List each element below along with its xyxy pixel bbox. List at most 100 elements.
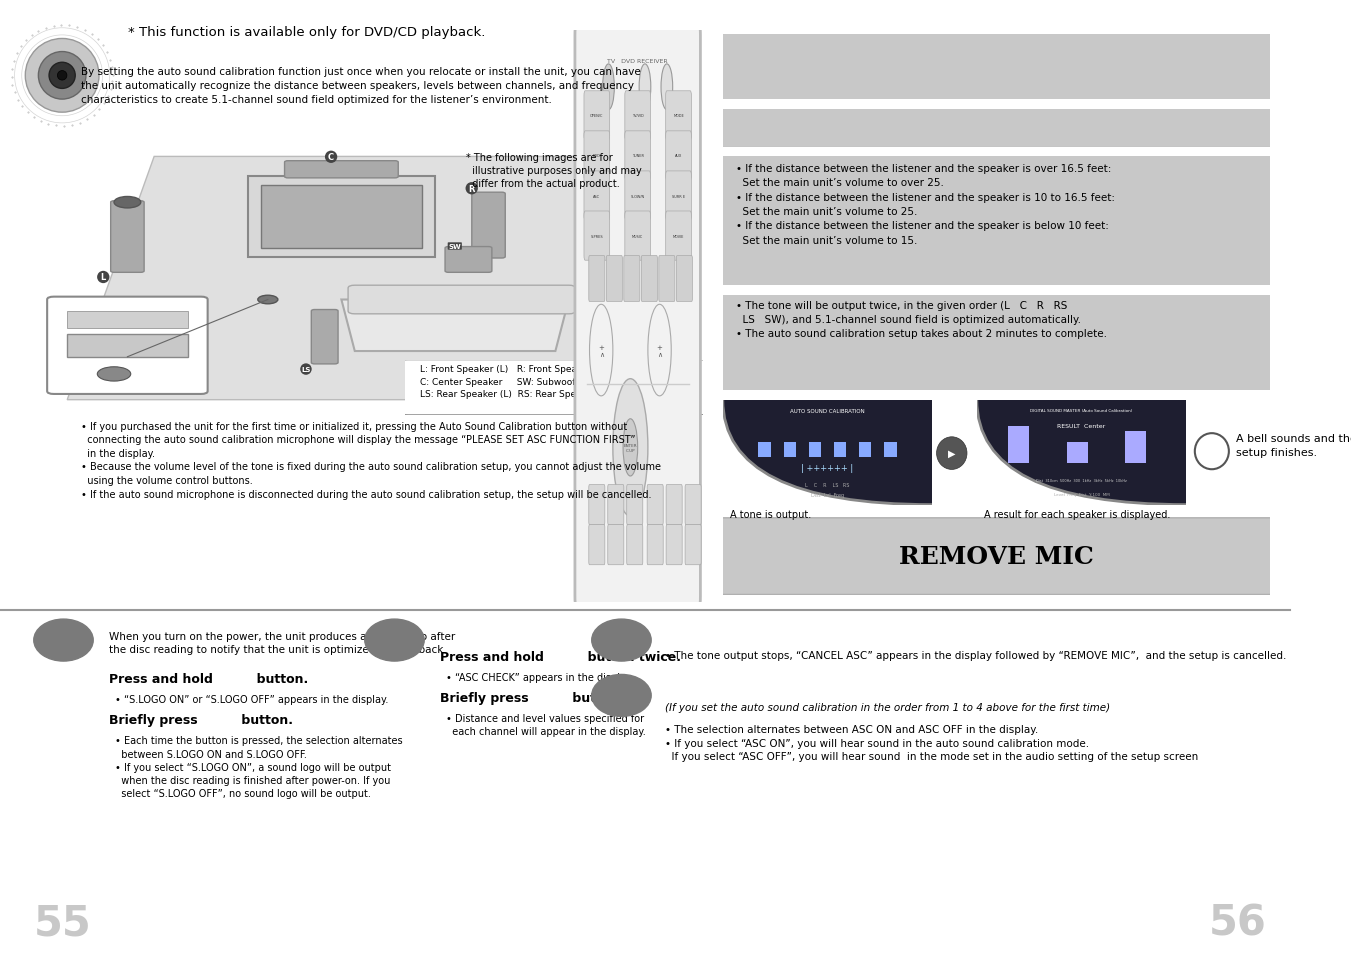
Text: S-PRES: S-PRES	[590, 234, 603, 238]
FancyBboxPatch shape	[403, 360, 705, 416]
Circle shape	[57, 71, 68, 81]
FancyBboxPatch shape	[285, 162, 399, 179]
Text: When you turn on the power, the unit produces a sound logo after
the disc readin: When you turn on the power, the unit pro…	[109, 631, 455, 654]
Text: 55: 55	[34, 902, 92, 943]
Circle shape	[113, 197, 141, 209]
Text: 56: 56	[1209, 902, 1267, 943]
FancyBboxPatch shape	[589, 525, 605, 565]
Bar	[784, 442, 796, 458]
FancyBboxPatch shape	[261, 186, 422, 249]
Text: Dist  310cm  500Hz  300  1kHz  3kHz  5kHz  10kHz: Dist 310cm 500Hz 300 1kHz 3kHz 5kHz 10kH…	[1036, 478, 1127, 483]
Text: L: Front Speaker (L)   R: Front Speaker (R)
C: Center Speaker     SW: Subwoofer
: L: Front Speaker (L) R: Front Speaker (R…	[420, 365, 612, 398]
Text: * The following images are for
  illustrative purposes only and may
  differ fro: * The following images are for illustrat…	[466, 152, 642, 189]
Bar	[859, 442, 871, 458]
Text: L    C    R    LS   RS: L C R LS RS	[805, 482, 850, 487]
FancyBboxPatch shape	[685, 525, 701, 565]
Text: MODE: MODE	[673, 114, 684, 118]
FancyBboxPatch shape	[598, 213, 626, 274]
Text: • If the distance between the listener and the speaker is over 16.5 feet:
  Set : • If the distance between the listener a…	[736, 164, 1116, 246]
FancyBboxPatch shape	[659, 256, 676, 302]
Text: AUTO SOUND CALIBRATION: AUTO SOUND CALIBRATION	[790, 409, 865, 414]
FancyBboxPatch shape	[647, 525, 663, 565]
Text: • The tone will be output twice, in the given order (L   C   R   RS
  LS   SW), : • The tone will be output twice, in the …	[736, 300, 1108, 339]
FancyBboxPatch shape	[666, 485, 682, 525]
Text: • “ASC CHECK” appears in the display.: • “ASC CHECK” appears in the display.	[446, 672, 634, 681]
Text: TV   DVD RECEIVER: TV DVD RECEIVER	[608, 59, 667, 64]
FancyBboxPatch shape	[584, 212, 609, 261]
Text: • Each time the button is pressed, the selection alternates
  between S.LOGO ON : • Each time the button is pressed, the s…	[115, 736, 403, 799]
Text: ASC: ASC	[593, 194, 600, 198]
Bar	[834, 442, 846, 458]
FancyBboxPatch shape	[47, 297, 208, 395]
Text: DIGITAL SOUND MASTER (Auto Sound Calibration): DIGITAL SOUND MASTER (Auto Sound Calibra…	[1031, 409, 1132, 413]
FancyBboxPatch shape	[642, 256, 658, 302]
Text: SURR E: SURR E	[671, 194, 685, 198]
FancyBboxPatch shape	[624, 132, 651, 181]
Circle shape	[613, 379, 648, 517]
Text: A tone is output.: A tone is output.	[730, 510, 811, 519]
FancyBboxPatch shape	[608, 485, 624, 525]
FancyBboxPatch shape	[349, 286, 576, 314]
FancyBboxPatch shape	[589, 485, 605, 525]
FancyBboxPatch shape	[311, 311, 338, 365]
FancyBboxPatch shape	[584, 132, 609, 181]
Text: MUSIC: MUSIC	[632, 234, 643, 238]
Text: A bell sounds and the
setup finishes.: A bell sounds and the setup finishes.	[1236, 434, 1351, 458]
FancyBboxPatch shape	[624, 91, 651, 141]
Circle shape	[38, 52, 86, 100]
FancyBboxPatch shape	[624, 212, 651, 261]
Text: • “S.LOGO ON” or “S.LOGO OFF” appears in the display.: • “S.LOGO ON” or “S.LOGO OFF” appears in…	[115, 694, 388, 703]
Text: +
∧: + ∧	[598, 344, 604, 357]
Text: Press and hold          button.: Press and hold button.	[109, 672, 308, 685]
Text: MOVIE: MOVIE	[673, 234, 684, 238]
Text: (If you set the auto sound calibration in the order from 1 to 4 above for the fi: (If you set the auto sound calibration i…	[665, 702, 1109, 712]
FancyBboxPatch shape	[471, 193, 505, 259]
FancyBboxPatch shape	[709, 110, 1283, 148]
FancyBboxPatch shape	[666, 212, 692, 261]
Text: ENTER
C.UP: ENTER C.UP	[624, 443, 638, 453]
FancyBboxPatch shape	[704, 518, 1289, 595]
Text: L: L	[100, 274, 105, 282]
Bar	[809, 442, 821, 458]
Text: SW: SW	[449, 244, 461, 250]
Text: +
∧: + ∧	[657, 344, 662, 357]
Circle shape	[936, 437, 967, 470]
Text: • The selection alternates between ASC ON and ASC OFF in the display.
• If you s: • The selection alternates between ASC O…	[665, 724, 1198, 761]
Text: DVD: DVD	[593, 154, 601, 158]
Text: R: R	[469, 185, 476, 193]
FancyBboxPatch shape	[627, 525, 643, 565]
Text: OPEN/C: OPEN/C	[590, 114, 604, 118]
FancyBboxPatch shape	[685, 485, 701, 525]
FancyBboxPatch shape	[977, 0, 1351, 505]
FancyBboxPatch shape	[666, 91, 692, 141]
FancyBboxPatch shape	[677, 256, 692, 302]
Text: By setting the auto sound calibration function just once when you relocate or in: By setting the auto sound calibration fu…	[81, 67, 640, 105]
Circle shape	[639, 65, 651, 111]
Bar	[758, 442, 771, 458]
FancyBboxPatch shape	[584, 172, 609, 221]
Text: | ++++++ |: | ++++++ |	[801, 463, 854, 472]
Text: Dist  Lvl  Freq: Dist Lvl Freq	[811, 493, 844, 497]
Circle shape	[26, 39, 99, 113]
Text: ▶: ▶	[948, 449, 955, 458]
Circle shape	[603, 65, 615, 111]
FancyBboxPatch shape	[709, 156, 1283, 287]
FancyBboxPatch shape	[709, 34, 1283, 101]
FancyBboxPatch shape	[607, 256, 623, 302]
FancyBboxPatch shape	[444, 248, 492, 274]
Circle shape	[1194, 434, 1229, 470]
FancyBboxPatch shape	[709, 294, 1283, 392]
FancyBboxPatch shape	[247, 177, 435, 257]
FancyBboxPatch shape	[624, 256, 640, 302]
Text: RS: RS	[596, 207, 605, 213]
Text: Briefly press          button.: Briefly press button.	[109, 713, 293, 726]
FancyBboxPatch shape	[589, 256, 605, 302]
Text: REMOVE MIC: REMOVE MIC	[898, 544, 1094, 569]
Text: TUNER: TUNER	[632, 154, 643, 158]
FancyBboxPatch shape	[723, 0, 1351, 505]
FancyBboxPatch shape	[608, 525, 624, 565]
Text: Press and hold          button twice.: Press and hold button twice.	[440, 650, 681, 663]
Text: C: C	[328, 153, 334, 162]
Polygon shape	[342, 300, 569, 352]
Text: • Distance and level values specified for
  each channel will appear in the disp: • Distance and level values specified fo…	[446, 713, 646, 736]
